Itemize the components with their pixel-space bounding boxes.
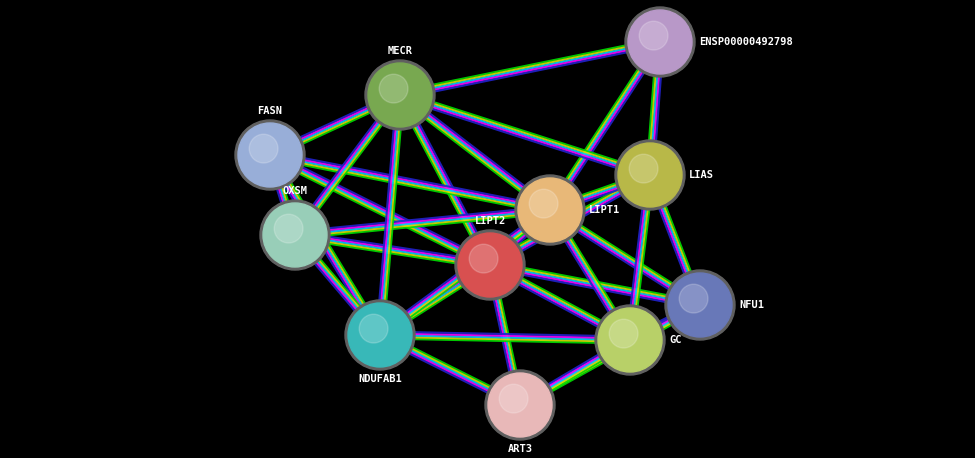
Circle shape [458,233,522,297]
Text: LIAS: LIAS [689,170,714,180]
Circle shape [680,284,708,313]
Circle shape [455,230,525,300]
Text: FASN: FASN [257,106,283,116]
Circle shape [379,74,408,103]
Circle shape [485,370,555,440]
Circle shape [260,200,330,270]
Circle shape [629,154,658,183]
Circle shape [238,123,302,187]
Text: NDUFAB1: NDUFAB1 [358,374,402,384]
Circle shape [250,134,278,163]
Circle shape [365,60,435,130]
Circle shape [518,178,582,242]
Text: MECR: MECR [387,46,412,56]
Circle shape [618,143,682,207]
Circle shape [529,189,558,218]
Text: ART3: ART3 [508,444,532,454]
Circle shape [668,273,732,337]
Circle shape [488,373,552,437]
Circle shape [359,314,388,343]
Circle shape [469,244,498,273]
Circle shape [274,214,303,243]
Text: LIPT2: LIPT2 [475,216,506,226]
Circle shape [368,63,432,127]
Circle shape [625,7,695,77]
Text: GC: GC [669,335,682,345]
Text: ENSP00000492798: ENSP00000492798 [699,37,793,47]
Circle shape [609,319,638,348]
Circle shape [499,384,528,413]
Text: OXSM: OXSM [283,186,307,196]
Text: NFU1: NFU1 [739,300,764,310]
Circle shape [235,120,305,190]
Circle shape [345,300,415,370]
Circle shape [665,270,735,340]
Circle shape [263,203,327,267]
Circle shape [615,140,685,210]
Circle shape [628,10,692,74]
Circle shape [348,303,412,367]
Circle shape [598,308,662,372]
Text: LIPT1: LIPT1 [589,205,620,215]
Circle shape [515,175,585,245]
Circle shape [595,305,665,375]
Circle shape [640,21,668,50]
